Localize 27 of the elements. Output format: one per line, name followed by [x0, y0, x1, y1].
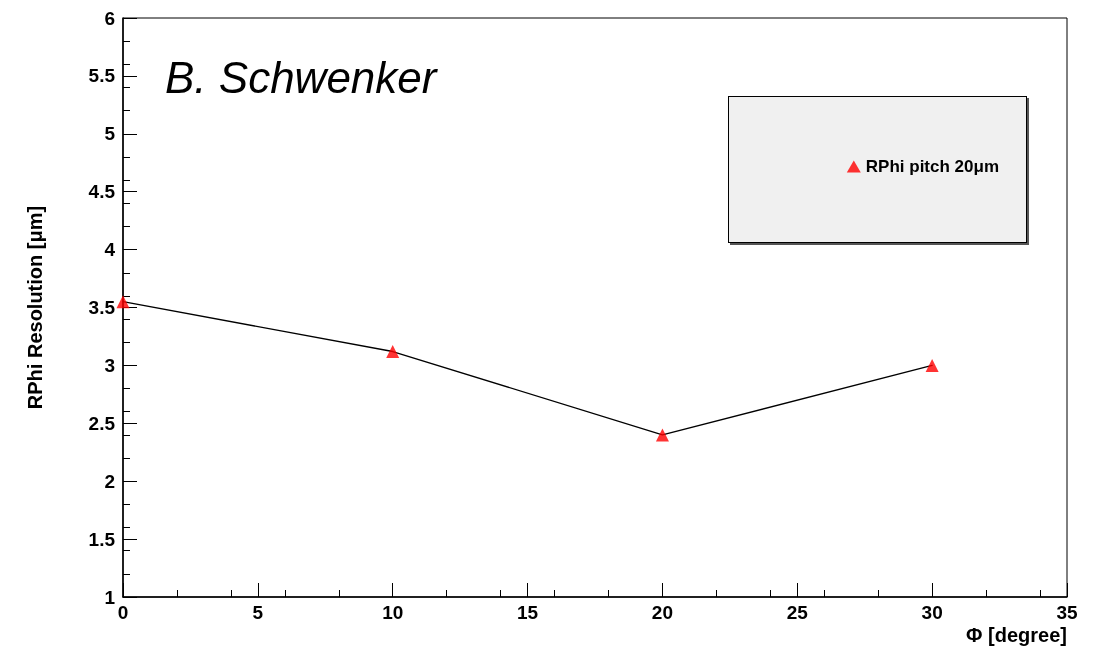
y-axis-title: RPhi Resolution [μm]: [24, 205, 46, 410]
x-tick-label: 10: [382, 602, 404, 623]
x-tick-label: 20: [651, 602, 673, 623]
x-axis-title: Φ [degree]: [966, 624, 1067, 646]
point: [116, 295, 130, 309]
x-tick-label: 30: [921, 602, 943, 623]
x-tick-label: 0: [117, 602, 129, 623]
point: [925, 358, 939, 372]
x-tick-label: 25: [786, 602, 809, 623]
y-tick-label: 5.5: [88, 65, 116, 87]
y-tick-label: 3: [104, 354, 115, 376]
y-tick-label: 1: [104, 586, 116, 608]
y-tick-label: 3.5: [88, 297, 116, 318]
x-tick-label: 5: [252, 602, 264, 623]
legend-label: RPhi pitch 20μm: [865, 157, 999, 176]
point: [655, 428, 669, 442]
y-tick-label: 4.5: [88, 181, 116, 203]
y-tick-label: 2: [104, 470, 115, 492]
y-tick-label: 1.5: [88, 528, 116, 550]
annotation: B. Schwenker: [165, 52, 439, 102]
point: [386, 345, 400, 358]
x-tick-label: 15: [517, 602, 539, 623]
y-tick-label: 6: [104, 7, 115, 29]
x-tick-label: 35: [1056, 602, 1078, 623]
y-tick-label: 5: [104, 123, 116, 145]
y-tick-label: 4: [104, 239, 116, 261]
y-tick-label: 2.5: [88, 412, 116, 434]
